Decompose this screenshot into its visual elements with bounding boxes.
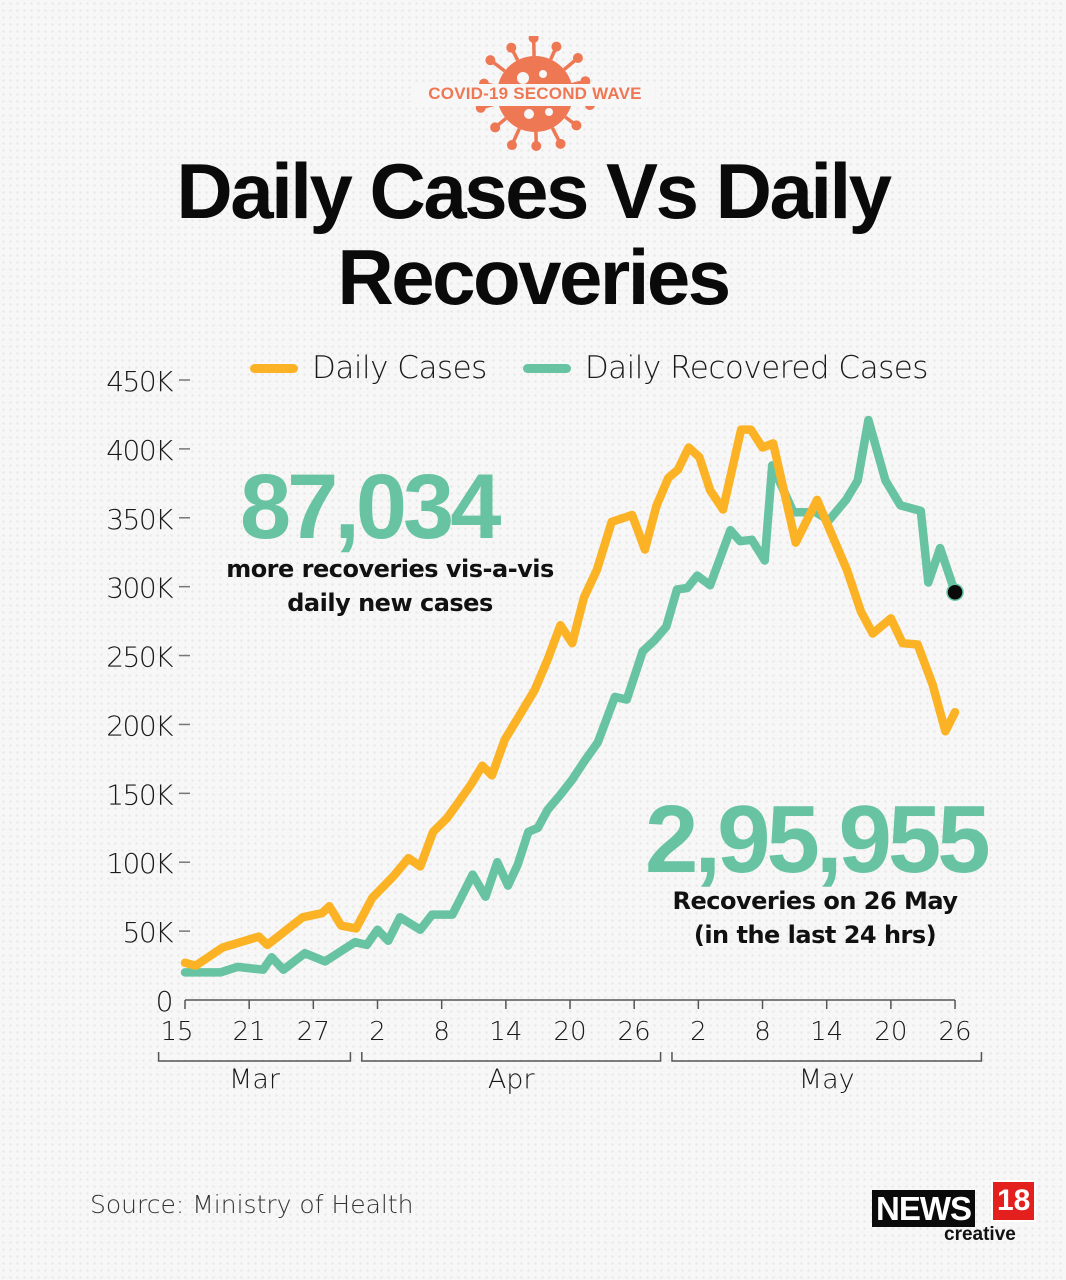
virus-spot: [539, 70, 547, 78]
badge-text-band: [415, 84, 655, 106]
y-tick-label: 450K: [106, 365, 174, 398]
y-tick-label: 0: [156, 985, 172, 1018]
y-tick-label: 200K: [106, 709, 174, 742]
y-tick-label: 300K: [106, 572, 174, 605]
virus-spike-tip: [528, 36, 539, 44]
covid-badge: COVID-19 SECOND WAVE: [400, 36, 670, 156]
virus-spike-tip: [572, 53, 583, 64]
series-line-daily-cases: [180, 425, 960, 970]
series-line-daily-recovered-cases: [180, 415, 960, 977]
virus-spike-tip: [571, 120, 582, 131]
x-tick-label: 8: [754, 1017, 771, 1047]
title-line-2: Recoveries: [337, 233, 731, 321]
logo-creative: creative: [944, 1224, 1016, 1245]
virus-spike-tip: [551, 41, 562, 52]
x-tick-label: 2: [369, 1017, 386, 1047]
latest-caption-line-1: Recoveries on 26 May: [672, 887, 958, 915]
x-tick-label: 14: [489, 1017, 522, 1047]
y-tick-label: 350K: [106, 503, 174, 536]
source-note: Source: Ministry of Health: [90, 1190, 414, 1219]
virus-spike-tip: [555, 138, 566, 149]
chart-legend: Daily Cases Daily Recovered Cases: [250, 350, 964, 386]
month-label: May: [799, 1064, 855, 1095]
x-tick-label: 27: [297, 1017, 330, 1047]
virus-spike-tip: [506, 42, 517, 53]
difference-value: 87,034: [240, 456, 501, 558]
y-axis: 0 50K 100K 150K 200K 250K 300K 350K 400K 450K: [106, 365, 190, 1018]
virus-spike-tip: [506, 140, 517, 151]
page-title: Daily Cases Vs Daily Recoveries: [0, 148, 1066, 320]
news18-logo: NEWS 18 creative: [872, 1180, 1037, 1245]
x-tick-label: 20: [874, 1017, 907, 1047]
difference-caption-line-1: more recoveries vis-a-vis: [226, 555, 554, 583]
y-tick-label: 250K: [106, 641, 174, 674]
y-tick-label: 50K: [123, 916, 175, 949]
x-tick-label: 26: [618, 1017, 651, 1047]
y-tick-label: 400K: [106, 434, 174, 467]
virus-spot: [545, 108, 553, 116]
month-bracket: [157, 1052, 352, 1062]
virus-spike-tip: [490, 122, 501, 133]
month-label: Mar: [229, 1064, 281, 1095]
x-axis: 15 21 27 2 8 14 20 26 2 8 14 20 26 Mar Apr May: [157, 999, 983, 1095]
y-tick-label: 150K: [106, 778, 174, 811]
latest-recoveries-value: 2,95,955: [645, 786, 991, 893]
legend-swatch-recovered: [522, 363, 571, 373]
y-tick-label: 100K: [106, 847, 174, 880]
chart-lines: [180, 415, 964, 977]
logo-number: 18: [991, 1180, 1037, 1222]
latest-caption-line-2: (in the last 24 hrs): [693, 921, 937, 949]
virus-spot: [524, 109, 534, 119]
legend-swatch-cases: [250, 363, 298, 373]
title-line-1: Daily Cases Vs Daily: [176, 147, 892, 235]
logo-news: NEWS: [872, 1190, 975, 1227]
virus-spike-tip: [531, 140, 542, 151]
x-tick-label: 14: [810, 1017, 843, 1047]
x-tick-label: 20: [553, 1017, 586, 1047]
difference-caption-line-2: daily new cases: [287, 589, 493, 617]
x-tick-label: 15: [160, 1017, 193, 1047]
legend-label-recovered: Daily Recovered Cases: [584, 350, 929, 386]
end-point-marker: [946, 583, 964, 601]
badge-text: COVID-19 SECOND WAVE: [428, 84, 642, 103]
month-bracket: [361, 1052, 662, 1062]
legend-item-recovered: Daily Recovered Cases: [522, 350, 929, 386]
difference-caption: more recoveries vis-a-vis daily new case…: [210, 552, 570, 620]
legend-item-cases: Daily Cases: [250, 350, 487, 386]
virus-spike-tip: [485, 55, 496, 66]
x-tick-label: 8: [433, 1017, 450, 1047]
x-tick-label: 21: [233, 1017, 266, 1047]
virus-icon: [415, 36, 655, 151]
month-bracket: [671, 1052, 983, 1062]
virus-spike-tip: [580, 76, 591, 87]
month-label: Apr: [488, 1064, 536, 1095]
x-tick-label: 2: [690, 1017, 707, 1047]
virus-spot: [517, 72, 529, 84]
legend-label-cases: Daily Cases: [312, 350, 487, 386]
latest-recoveries-caption: Recoveries on 26 May (in the last 24 hrs…: [640, 884, 990, 952]
x-tick-label: 26: [938, 1017, 971, 1047]
